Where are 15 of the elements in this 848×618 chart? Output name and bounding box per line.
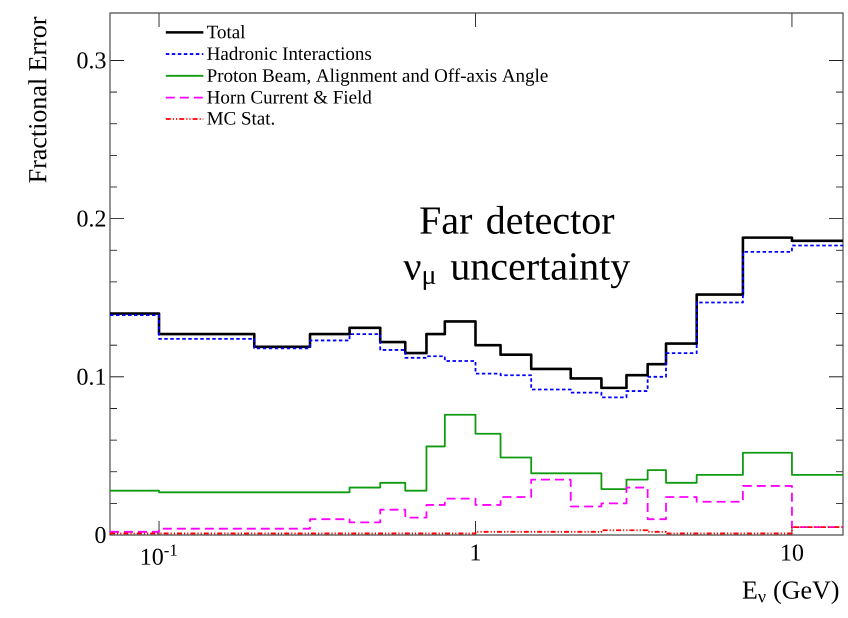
y-tick-label: 0.1 xyxy=(77,368,106,385)
y-axis-title: Fractional Error xyxy=(28,16,46,183)
x-tick-label: 10 xyxy=(782,544,804,561)
y-tick-label: 0.2 xyxy=(77,210,106,227)
annotation: Far detector ν$_{μ}$ uncertainty xyxy=(403,206,630,290)
x-tick-label: 10$^{-1}$ xyxy=(142,544,177,565)
legend-label: Total xyxy=(207,25,246,38)
legend-label: Proton Beam, Alignment and Off-axis Angle xyxy=(207,68,548,86)
legend-label: Hadronic Interactions xyxy=(207,46,372,60)
legend-label: MC Stat. xyxy=(207,112,274,125)
y-tick-label: 0 xyxy=(95,526,106,544)
x-axis-title: E$_{ν}$ (GeV) xyxy=(742,580,838,604)
y-tick-label: 0.3 xyxy=(77,52,106,69)
legend-label: Horn Current & Field xyxy=(207,90,372,104)
x-tick-label: 1 xyxy=(472,544,480,560)
